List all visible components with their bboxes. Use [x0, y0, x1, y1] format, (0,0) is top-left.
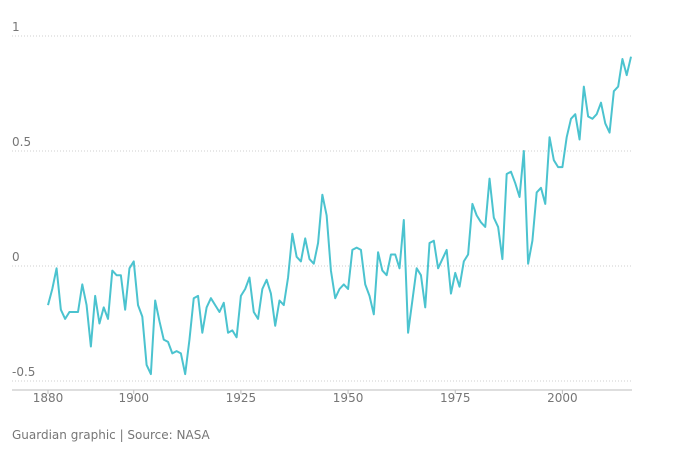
y-tick-label: -0.5 — [12, 365, 35, 379]
y-tick-label: 0.5 — [12, 135, 31, 149]
x-tick-label: 1975 — [440, 391, 471, 405]
y-tick-label: 1 — [12, 20, 20, 34]
y-tick-label: 0 — [12, 250, 20, 264]
x-tick-label: 1880 — [33, 391, 64, 405]
source-note: Guardian graphic | Source: NASA — [12, 428, 211, 442]
x-tick-label: 1925 — [226, 391, 257, 405]
x-tick-label: 1950 — [333, 391, 364, 405]
x-tick-label: 2000 — [547, 391, 578, 405]
data-line — [47, 56, 632, 376]
x-tick-label: 1900 — [118, 391, 149, 405]
